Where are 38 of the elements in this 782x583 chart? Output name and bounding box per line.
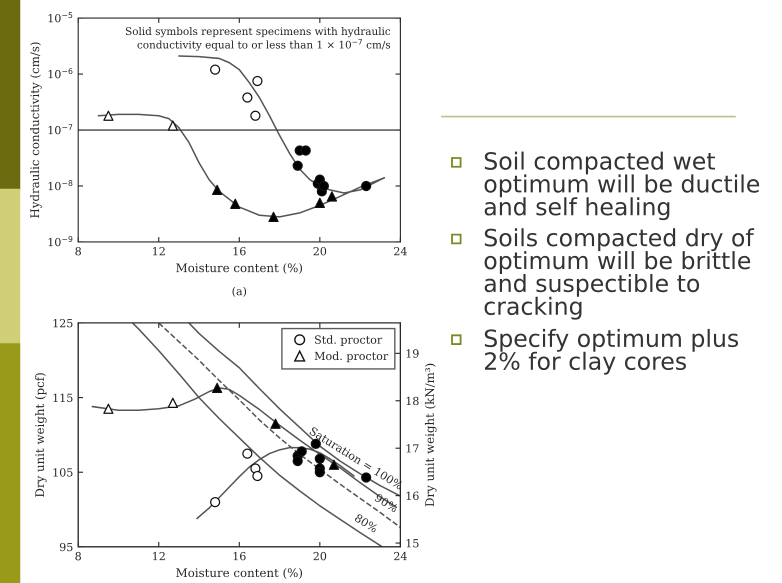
- x-axis-title: Moisture content (%): [176, 568, 302, 579]
- x-tick-label: 24: [394, 247, 407, 256]
- y-tick-label: 10$^{−7}$: [48, 124, 72, 134]
- y-tick-label: 10$^{−8}$: [48, 180, 72, 190]
- y2-tick-label: 15: [406, 539, 419, 548]
- x-tick-label: 8: [75, 552, 81, 560]
- x-tick-label: 20: [314, 552, 326, 560]
- text: (a): [232, 286, 246, 297]
- y2-tick-label: 19: [406, 349, 419, 358]
- x-tick-label: 16: [234, 552, 246, 560]
- legend-label: Mod. proctor: [314, 352, 388, 362]
- text: Specify optimum plus 2% for clay cores: [484, 328, 738, 375]
- x-tick-label: 24: [394, 552, 407, 560]
- x-tick-label: 20: [314, 247, 326, 256]
- annotation: Solid symbols represent specimens with hydraulic conductivity equal to or less than 1 × 10$^{−7}$ cm/s: [126, 27, 390, 51]
- annotation: 80%: [354, 513, 378, 533]
- y2-axis-title: Dry unit weight (kN/m³): [424, 364, 437, 506]
- y-tick-label: 10$^{−5}$: [48, 12, 72, 22]
- y-tick-label: 105: [53, 468, 72, 477]
- y-axis-title: Dry unit weight (pcf): [34, 373, 47, 497]
- text: Soil compacted wet optimum will be ductile and self healing: [484, 152, 760, 220]
- x-tick-label: 16: [234, 247, 246, 256]
- y-tick-label: 95: [60, 542, 72, 552]
- x-tick-label: 12: [153, 247, 165, 256]
- y2-tick-label: 16: [406, 492, 419, 500]
- y-tick-label: 10$^{−9}$: [48, 236, 72, 246]
- y-axis-title: Hydraulic conductivity (cm/s): [30, 42, 42, 218]
- y-tick-label: 115: [53, 394, 72, 402]
- annotation: 90%: [374, 493, 399, 513]
- x-axis-title: Moisture content (%): [176, 263, 302, 274]
- x-tick-label: 12: [153, 552, 165, 560]
- legend-label: Std. proctor: [315, 335, 382, 346]
- text: Soils compacted dry of optimum will be brittle and suspectible to cracking: [484, 228, 754, 320]
- y2-tick-label: 17: [406, 444, 419, 452]
- y-tick-label: 125: [53, 318, 72, 328]
- y-tick-label: 10$^{−6}$: [48, 68, 72, 78]
- x-tick-label: 8: [75, 247, 81, 256]
- y2-tick-label: 18: [406, 396, 419, 406]
